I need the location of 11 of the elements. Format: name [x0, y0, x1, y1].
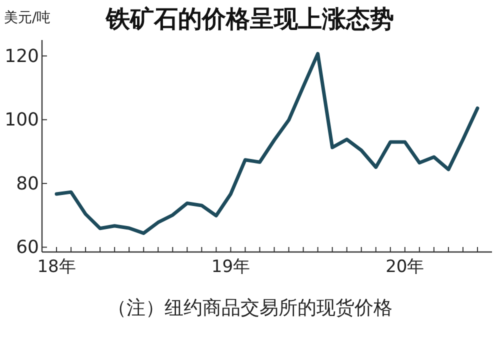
y-tick-label: 60	[16, 237, 39, 258]
text: （注）纽约商品交易所的现货价格	[108, 297, 392, 319]
x-tick-label: 18年	[37, 257, 76, 277]
x-tick-label: 20年	[386, 257, 424, 277]
y-tick-label: 80	[16, 173, 39, 194]
x-tick-label: 19年	[211, 257, 250, 277]
chart-title: 铁矿石的价格呈现上涨态势	[105, 5, 394, 33]
y-tick-label: 120	[4, 46, 39, 67]
y-tick-label: 100	[4, 110, 39, 131]
y-axis-title: 美元/吨	[4, 10, 51, 26]
line-series	[54, 52, 480, 235]
